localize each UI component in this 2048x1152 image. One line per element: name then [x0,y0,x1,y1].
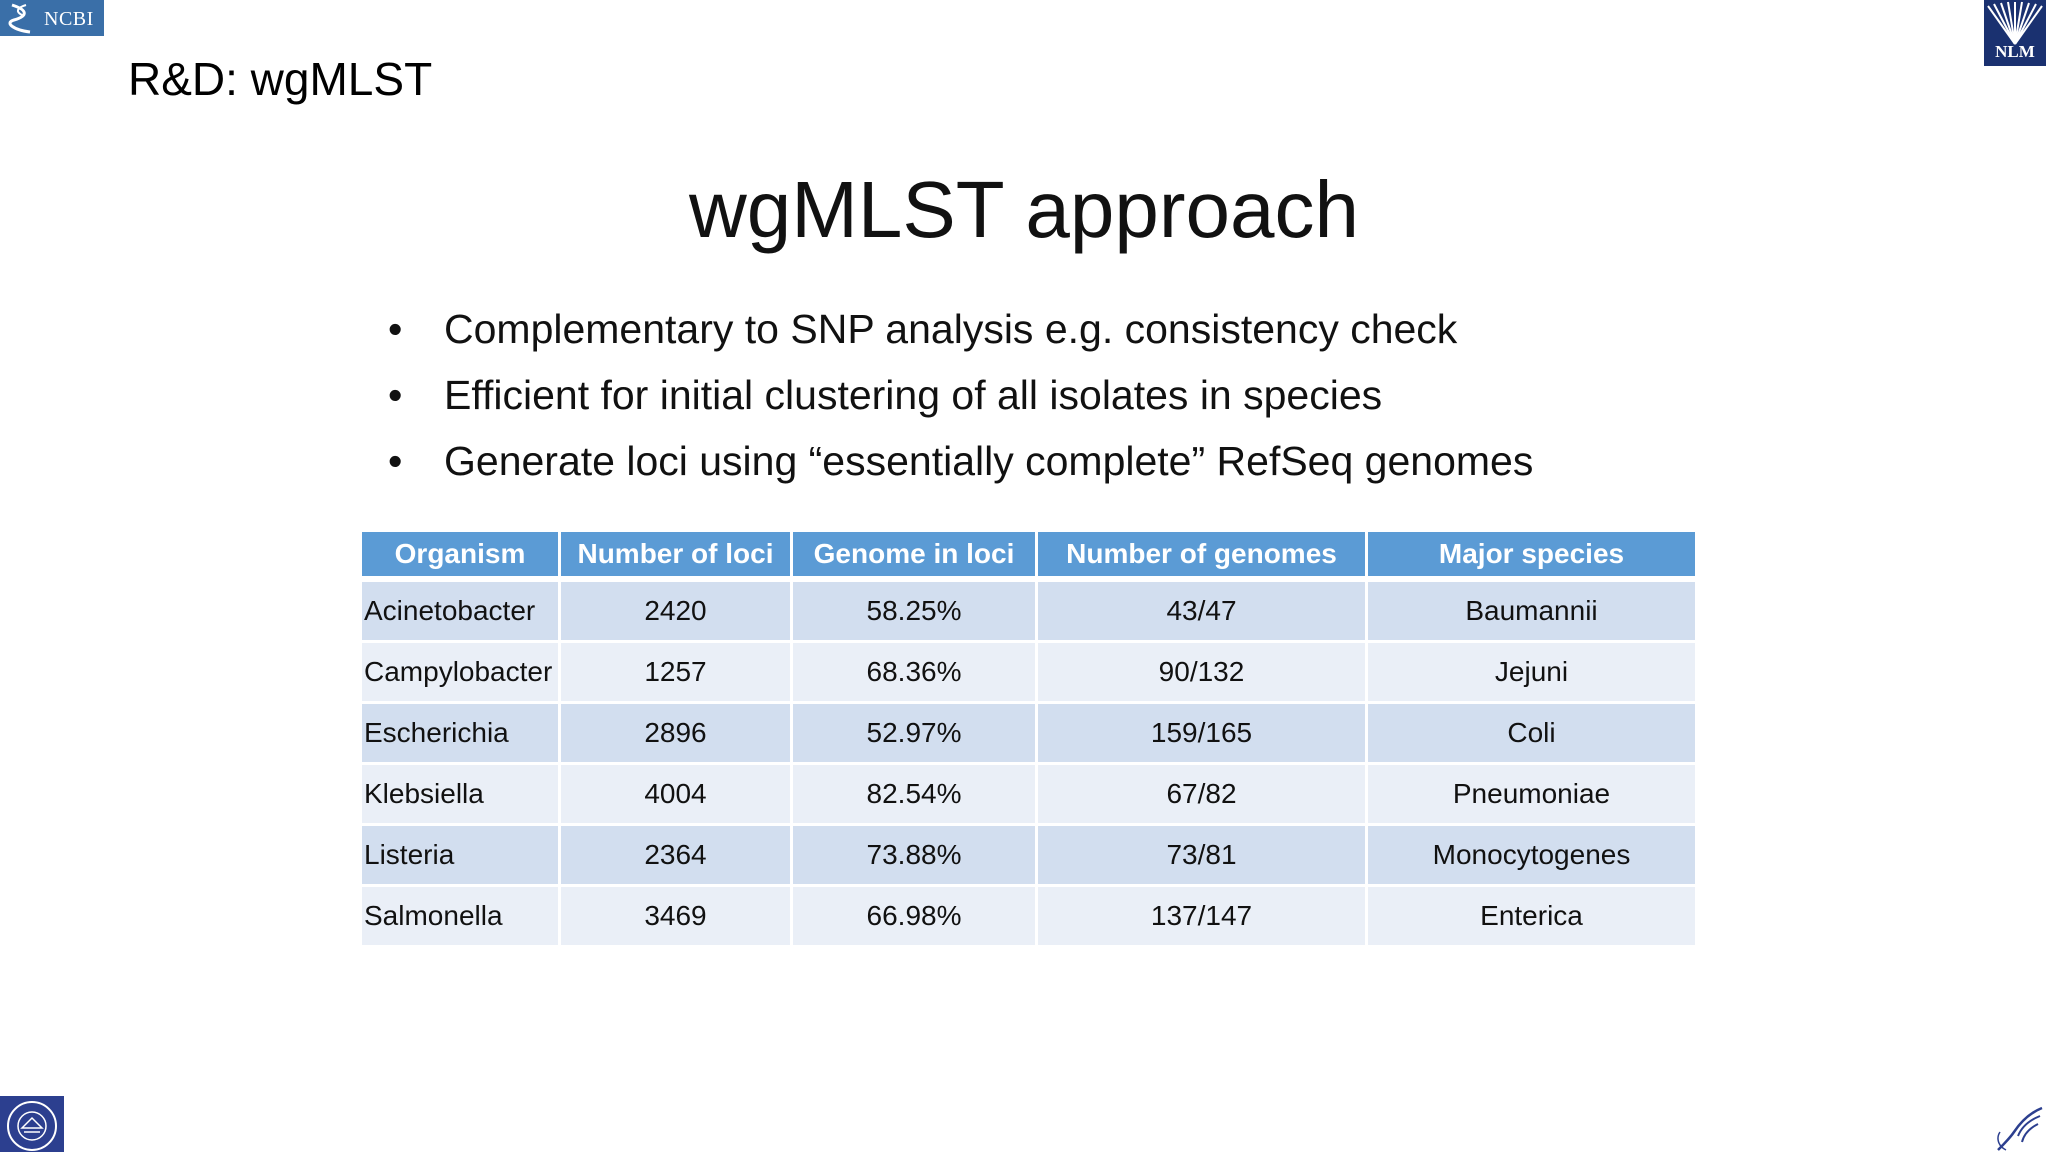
cell-major-species: Coli [1366,702,1698,765]
cell-number-of-loci: 2420 [559,579,793,643]
bullet-text: Generate loci using “essentially complet… [444,438,1534,484]
cell-genome-in-loci: 58.25% [791,579,1038,643]
table-row: Listeria 2364 73.88% 73/81 Monocytogenes [362,824,1698,887]
table-row: Campylobacter 1257 68.36% 90/132 Jejuni [362,641,1698,704]
table-row: Acinetobacter 2420 58.25% 43/47 Baumanni… [362,579,1698,643]
cell-number-of-loci: 2364 [559,824,793,887]
cell-organism: Klebsiella [362,763,561,826]
bullet-list: • Complementary to SNP analysis e.g. cons… [388,296,1533,494]
organism-table: Organism Number of loci Genome in loci N… [362,532,1698,948]
cell-major-species: Monocytogenes [1366,824,1698,887]
bullet-dot-icon: • [388,306,403,352]
nlm-logo-text: NLM [1995,42,2035,61]
cell-number-of-loci: 4004 [559,763,793,826]
cell-genome-in-loci: 82.54% [791,763,1038,826]
cell-major-species: Enterica [1366,885,1698,948]
cell-number-of-genomes: 43/47 [1036,579,1368,643]
cell-organism: Escherichia [362,702,561,765]
cell-number-of-genomes: 73/81 [1036,824,1368,887]
header-number-of-genomes: Number of genomes [1036,532,1368,582]
slide-title: wgMLST approach [689,165,1359,254]
header-genome-in-loci: Genome in loci [791,532,1038,582]
cell-genome-in-loci: 68.36% [791,641,1038,704]
bullet-item: • Generate loci using “essentially comple… [388,428,1533,494]
cell-organism: Salmonella [362,885,561,948]
table-row: Salmonella 3469 66.98% 137/147 Enterica [362,885,1698,948]
nlm-rays-icon [1987,1,2043,45]
cell-major-species: Jejuni [1366,641,1698,704]
bullet-item: • Efficient for initial clustering of all… [388,362,1533,428]
header-number-of-loci: Number of loci [559,532,793,582]
dna-helix-icon [8,3,31,34]
section-header: R&D: wgMLST [128,53,433,105]
cell-number-of-loci: 1257 [559,641,793,704]
table-header-row: Organism Number of loci Genome in loci N… [362,532,1698,582]
cell-organism: Listeria [362,824,561,887]
cell-number-of-genomes: 159/165 [1036,702,1368,765]
cell-major-species: Pneumoniae [1366,763,1698,826]
nih-seal-logo [0,1096,64,1152]
cell-major-species: Baumannii [1366,579,1698,643]
hhs-eagle-icon [1997,1106,2043,1151]
ncbi-logo: NCBI [0,0,104,36]
bullet-dot-icon: • [388,438,403,484]
cell-genome-in-loci: 52.97% [791,702,1038,765]
cell-number-of-loci: 2896 [559,702,793,765]
bullet-text: Efficient for initial clustering of all … [444,372,1383,418]
bullet-text: Complementary to SNP analysis e.g. consi… [444,306,1458,352]
cell-genome-in-loci: 66.98% [791,885,1038,948]
cell-number-of-genomes: 67/82 [1036,763,1368,826]
bullet-dot-icon: • [388,372,403,418]
cell-organism: Campylobacter [362,641,561,704]
header-major-species: Major species [1366,532,1698,582]
table-row: Klebsiella 4004 82.54% 67/82 Pneumoniae [362,763,1698,826]
hhs-logo [1992,1102,2048,1152]
ncbi-logo-text: NCBI [44,8,94,30]
cell-number-of-loci: 3469 [559,885,793,948]
bullet-item: • Complementary to SNP analysis e.g. cons… [388,296,1533,362]
cell-genome-in-loci: 73.88% [791,824,1038,887]
nlm-logo: NLM [1984,0,2046,66]
cell-number-of-genomes: 90/132 [1036,641,1368,704]
cell-number-of-genomes: 137/147 [1036,885,1368,948]
header-organism: Organism [362,532,561,582]
cell-organism: Acinetobacter [362,579,561,643]
table-row: Escherichia 2896 52.97% 159/165 Coli [362,702,1698,765]
nih-seal-icon [7,1101,57,1151]
